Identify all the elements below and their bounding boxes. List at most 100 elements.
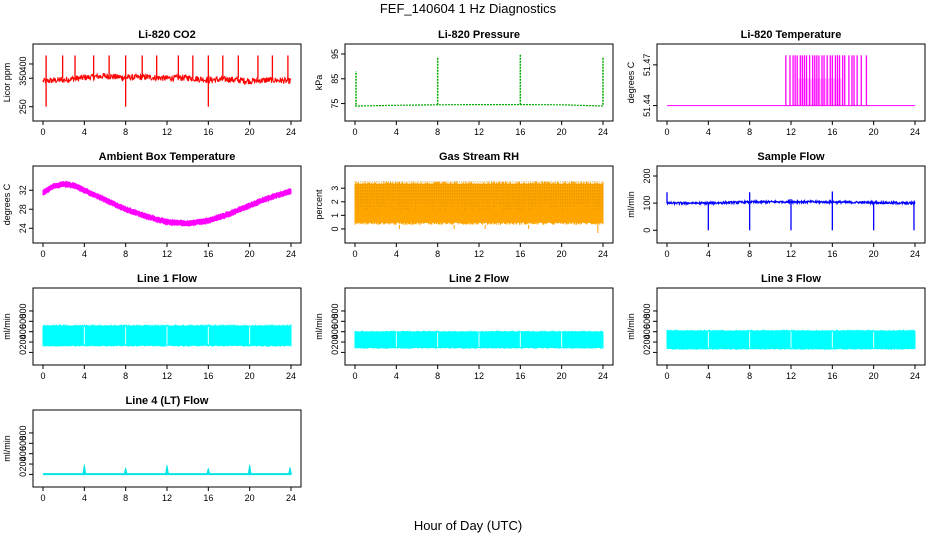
x-tick-label: 20 — [869, 127, 879, 137]
y-axis-label: ml/min — [2, 435, 12, 462]
x-tick-label: 4 — [706, 127, 711, 137]
x-tick-label: 20 — [557, 127, 567, 137]
y-axis: 51.44 51.47 — [642, 54, 657, 117]
x-tick-label: 4 — [394, 371, 399, 381]
plot-frame — [344, 287, 614, 366]
plot-frame — [32, 43, 302, 122]
x-tick-label: 24 — [598, 371, 608, 381]
y-tick-label: 0 — [18, 350, 28, 355]
chart-panel-8: Line 2 Flow ml/min 0 4 8 12 16 20 24 020040060080… — [314, 273, 614, 381]
y-axis-label: ml/min — [314, 313, 324, 340]
figure-title: FEF_140604 1 Hz Diagnostics — [379, 1, 557, 16]
y-tick-label: 95 — [330, 49, 340, 59]
x-axis: 0 4 8 12 16 20 24 — [40, 365, 296, 381]
x-tick-label: 20 — [557, 371, 567, 381]
y-axis: 0 100 200 — [642, 168, 657, 233]
y-axis-label: degrees C — [2, 183, 12, 225]
plot-frame — [656, 287, 926, 366]
y-tick-label: 200 — [18, 457, 28, 472]
x-tick-label: 12 — [474, 127, 484, 137]
x-tick-label: 20 — [245, 493, 255, 503]
x-tick-label: 0 — [40, 127, 45, 137]
x-axis: 0 4 8 12 16 20 24 — [352, 121, 608, 137]
x-tick-label: 0 — [664, 127, 669, 137]
x-tick-label: 4 — [394, 249, 399, 259]
y-axis: 0 1 2 3 — [330, 186, 345, 231]
y-tick-label: 100 — [642, 196, 652, 211]
y-tick-label: 1 — [330, 213, 340, 218]
spike — [82, 464, 87, 475]
y-tick-label: 85 — [330, 74, 340, 84]
x-tick-label: 8 — [435, 371, 440, 381]
x-axis-title: Hour of Day (UTC) — [413, 518, 523, 533]
spike — [247, 464, 252, 475]
y-axis-label: Licor ppm — [2, 63, 12, 103]
panel-title: Line 4 (LT) Flow — [126, 395, 209, 407]
x-tick-label: 16 — [827, 127, 837, 137]
x-tick-label: 24 — [286, 127, 296, 137]
y-tick-label: 0 — [18, 472, 28, 477]
x-tick-label: 24 — [598, 249, 608, 259]
chart-panel-2: Li-820 Pressure kPa 0 4 8 12 16 20 24 75 85 95 — [314, 29, 614, 137]
x-tick-label: 16 — [515, 371, 525, 381]
x-tick-label: 16 — [203, 493, 213, 503]
x-tick-label: 24 — [598, 127, 608, 137]
x-tick-label: 0 — [352, 127, 357, 137]
x-tick-label: 4 — [82, 249, 87, 259]
y-axis-label: ml/min — [626, 191, 636, 218]
y-tick-label: 75 — [330, 99, 340, 109]
panel-title: Line 3 Flow — [761, 273, 821, 285]
y-tick-label: 0 — [642, 228, 652, 233]
x-tick-label: 20 — [245, 249, 255, 259]
x-tick-label: 8 — [747, 127, 752, 137]
x-tick-label: 0 — [664, 249, 669, 259]
x-tick-label: 16 — [203, 249, 213, 259]
panel-title: Li-820 Temperature — [741, 29, 842, 41]
y-axis-label: ml/min — [2, 313, 12, 340]
chart-panel-3: Li-820 Temperature degrees C 0 4 8 12 16 20 24 51… — [626, 29, 926, 137]
plot-frame — [344, 43, 614, 122]
y-tick-label: 28 — [18, 204, 28, 214]
x-tick-label: 8 — [435, 127, 440, 137]
x-axis: 0 4 8 12 16 20 24 — [40, 487, 296, 503]
x-tick-label: 8 — [123, 249, 128, 259]
x-tick-label: 12 — [786, 371, 796, 381]
x-tick-label: 8 — [123, 127, 128, 137]
toggle-band — [798, 78, 842, 106]
y-tick-label: 200 — [330, 335, 340, 350]
x-tick-label: 24 — [286, 249, 296, 259]
x-tick-label: 16 — [203, 127, 213, 137]
x-tick-label: 12 — [162, 371, 172, 381]
spike — [287, 467, 292, 475]
y-tick-label: 350 — [18, 71, 28, 86]
x-tick-label: 8 — [747, 249, 752, 259]
series-band — [42, 180, 292, 227]
y-axis: 24 28 32 — [18, 185, 33, 233]
panel-title: Line 2 Flow — [449, 273, 509, 285]
x-axis: 0 4 8 12 16 20 24 — [664, 243, 920, 259]
y-tick-label: 51.47 — [642, 54, 652, 77]
plot-frame — [32, 409, 302, 488]
spike — [123, 467, 128, 475]
x-tick-label: 12 — [474, 371, 484, 381]
x-tick-label: 24 — [910, 249, 920, 259]
x-tick-label: 16 — [827, 249, 837, 259]
x-tick-label: 16 — [203, 371, 213, 381]
y-tick-label: 200 — [642, 168, 652, 183]
spike — [165, 465, 169, 475]
series-line — [42, 72, 292, 86]
x-axis: 0 4 8 12 16 20 24 — [40, 121, 296, 137]
y-tick-label: 200 — [642, 335, 652, 350]
y-tick-label: 2 — [330, 199, 340, 204]
y-tick-label: 0 — [330, 350, 340, 355]
y-tick-label: 800 — [642, 303, 652, 318]
y-tick-label: 250 — [18, 99, 28, 114]
